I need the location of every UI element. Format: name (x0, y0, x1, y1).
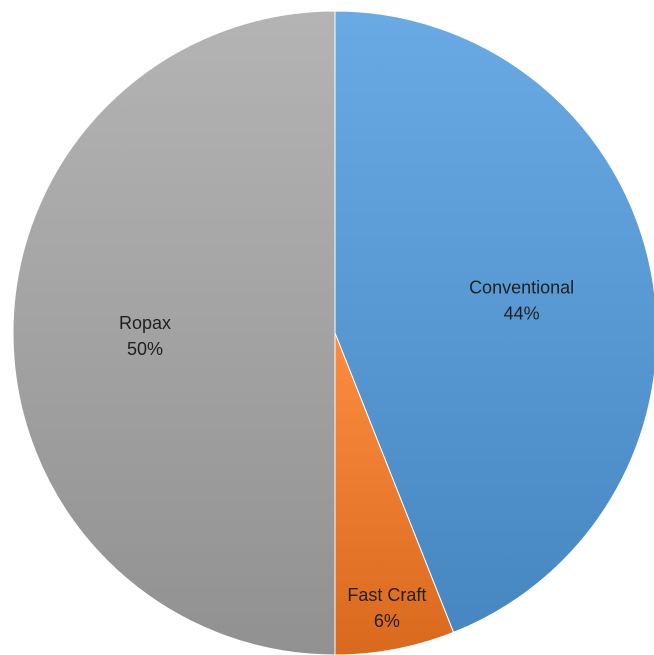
pie-data-labels: Conventional 44% Fast Craft 6% Ropax 50% (119, 277, 574, 631)
data-label-percent: 44% (504, 303, 540, 323)
pie-slice-ropax (12, 10, 336, 655)
data-label-category: Conventional (469, 277, 574, 297)
pie-slices (12, 10, 654, 655)
data-label-conventional: Conventional 44% (469, 277, 574, 323)
data-label-category: Fast Craft (347, 585, 426, 605)
data-label-category: Ropax (119, 313, 171, 333)
data-label-percent: 50% (127, 339, 163, 359)
data-label-percent: 6% (374, 611, 400, 631)
data-label-ropax: Ropax 50% (119, 313, 171, 359)
data-label-fast-craft: Fast Craft 6% (347, 585, 426, 631)
pie-slice-conventional (334, 10, 654, 634)
